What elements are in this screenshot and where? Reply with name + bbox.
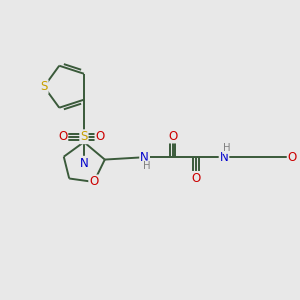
Text: O: O bbox=[168, 130, 177, 142]
Text: N: N bbox=[80, 157, 88, 170]
Text: N: N bbox=[140, 151, 149, 164]
Text: O: O bbox=[89, 176, 98, 188]
Text: S: S bbox=[80, 130, 88, 143]
Text: H: H bbox=[143, 161, 151, 171]
Text: O: O bbox=[288, 151, 297, 164]
Text: O: O bbox=[95, 130, 105, 143]
Text: O: O bbox=[58, 130, 68, 143]
Text: N: N bbox=[220, 151, 228, 164]
Text: O: O bbox=[191, 172, 201, 185]
Text: S: S bbox=[40, 80, 48, 93]
Text: H: H bbox=[223, 143, 230, 153]
